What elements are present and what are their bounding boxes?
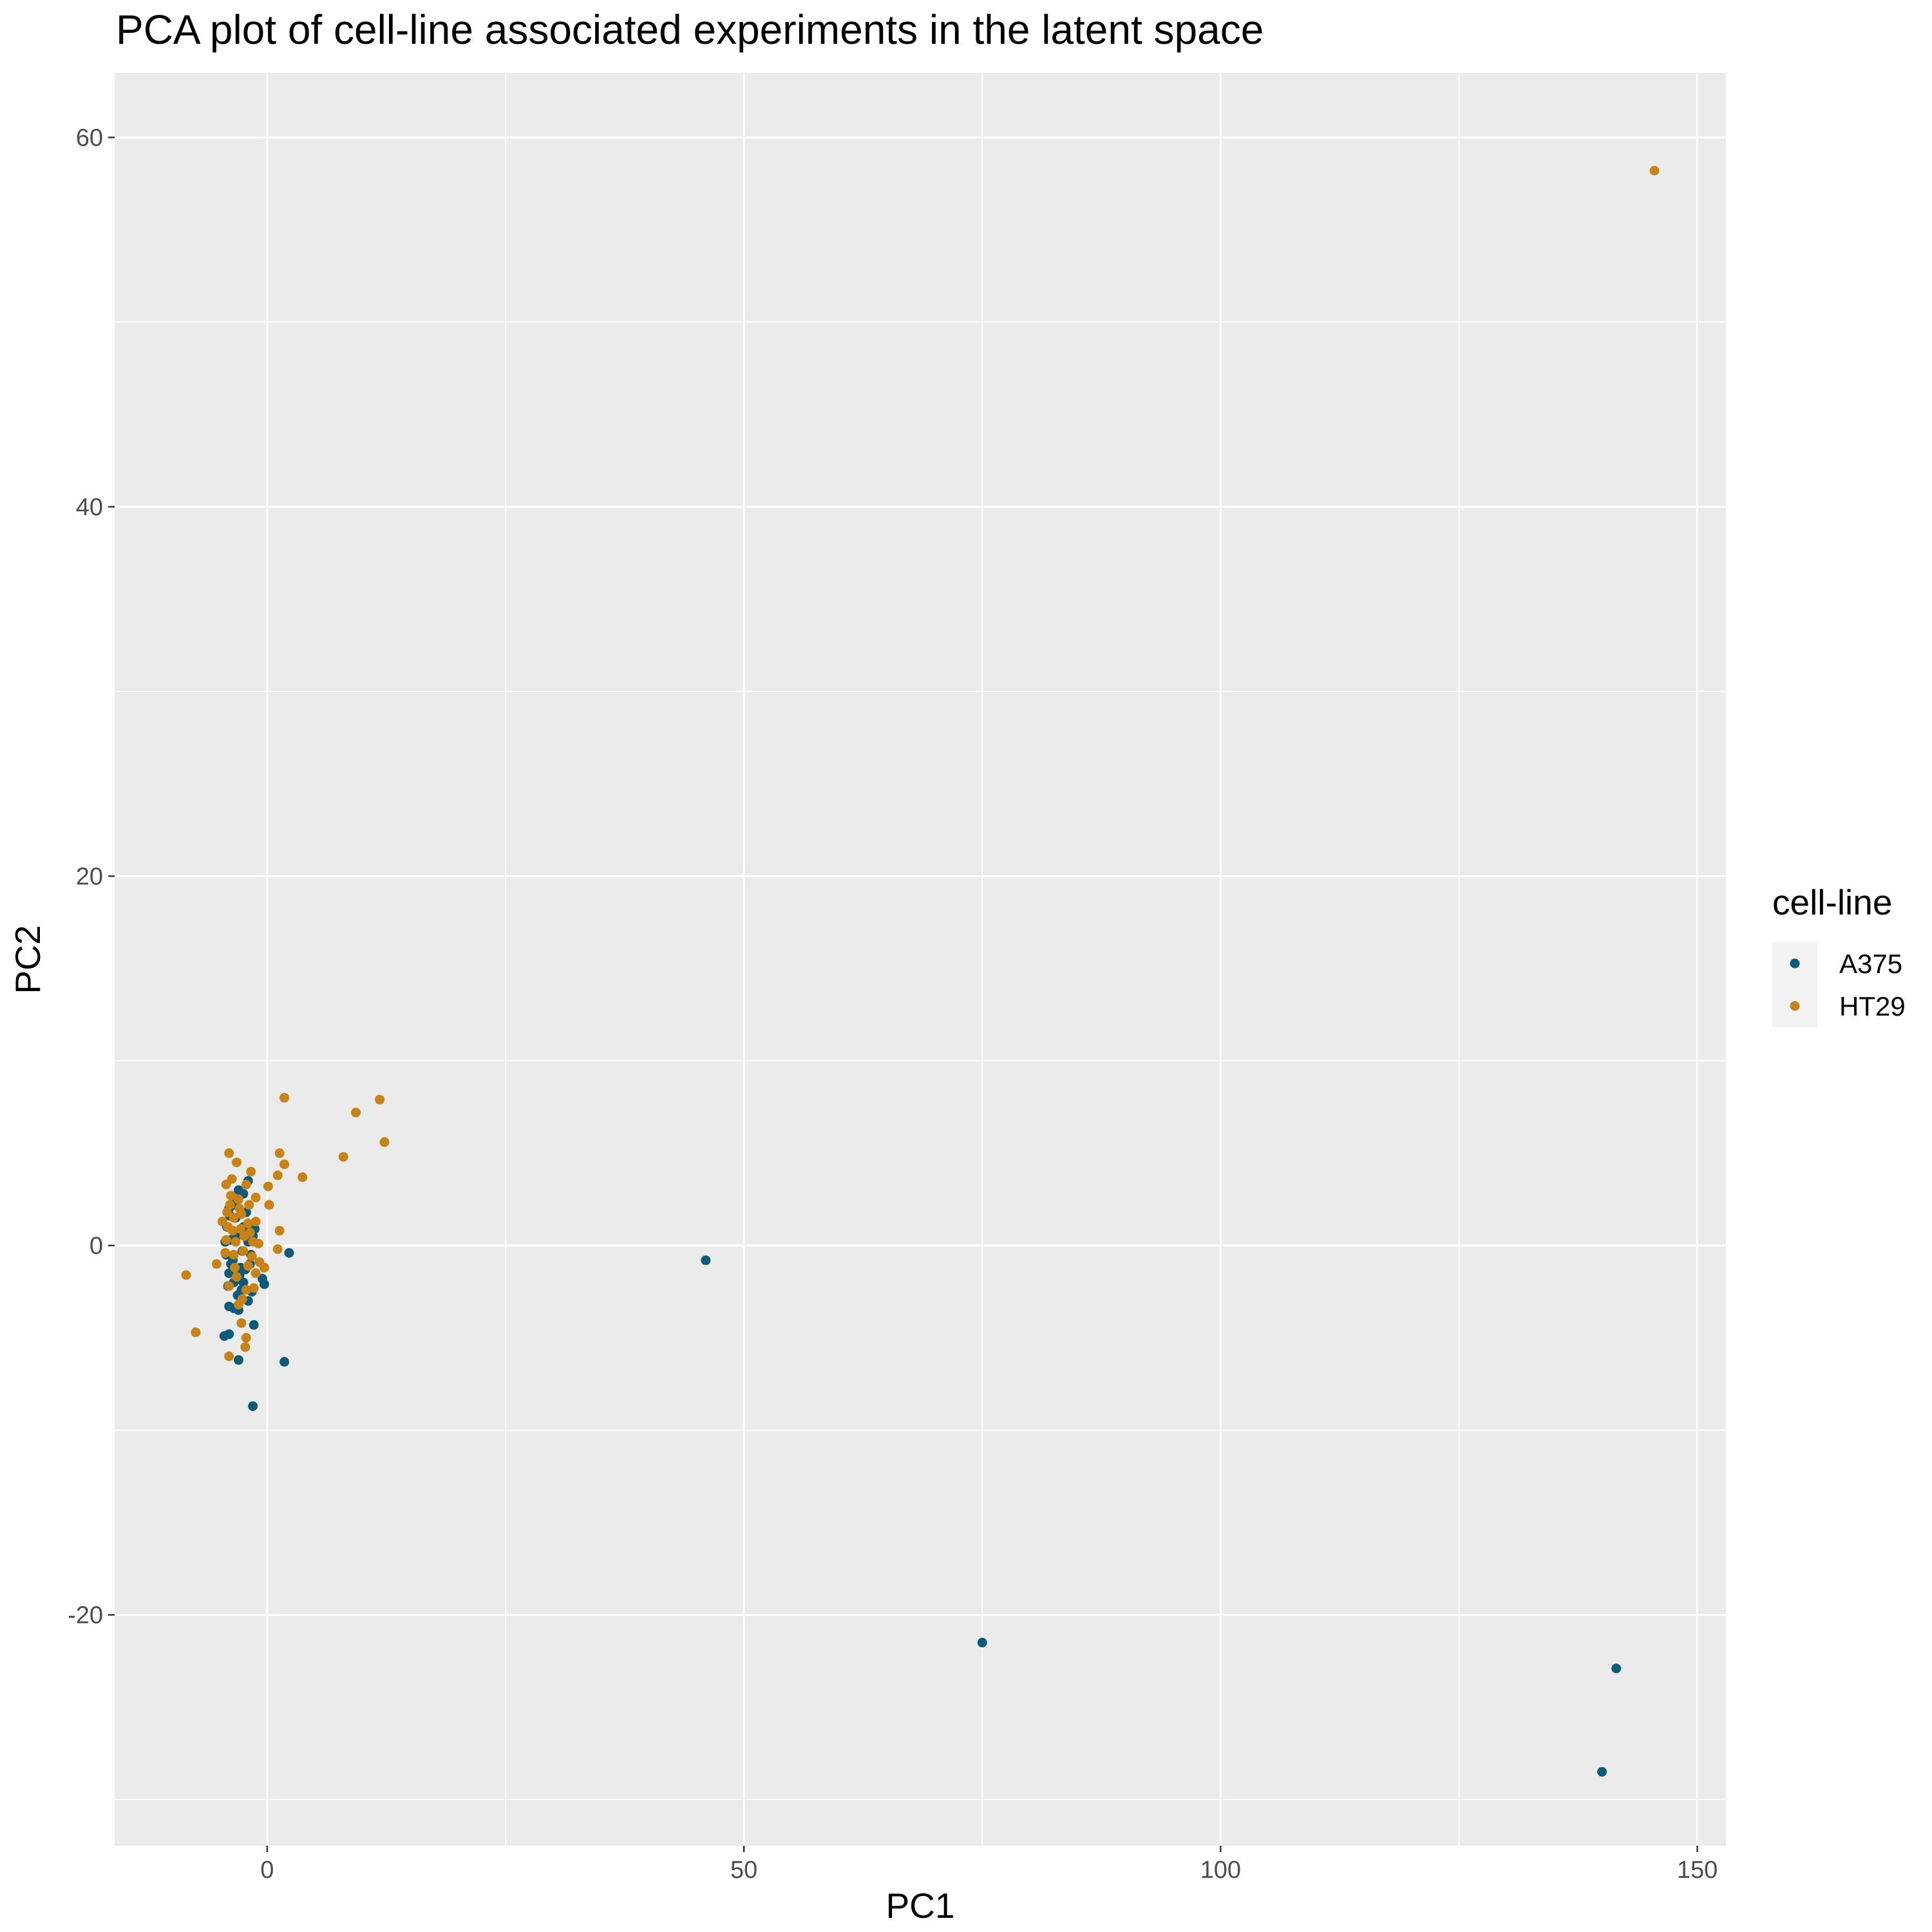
data-point [246, 1166, 256, 1177]
data-point [236, 1318, 247, 1328]
y-tick-label: 40 [76, 494, 103, 521]
data-point [241, 1179, 251, 1189]
data-point [181, 1270, 191, 1280]
data-point [235, 1224, 245, 1234]
y-tick-label: 20 [76, 863, 103, 890]
data-point [298, 1172, 308, 1182]
plot-panel [115, 73, 1726, 1846]
data-point [251, 1268, 261, 1278]
data-point [224, 1329, 234, 1340]
data-point [254, 1238, 264, 1249]
data-point [224, 1351, 234, 1361]
data-point [243, 1261, 253, 1271]
data-point [264, 1200, 274, 1210]
data-point [220, 1247, 231, 1258]
data-point [229, 1213, 239, 1223]
y-tick-label: 60 [76, 124, 103, 151]
data-point [237, 1294, 247, 1304]
data-point [274, 1148, 285, 1159]
data-point [232, 1272, 242, 1282]
data-point [240, 1342, 251, 1352]
grid-major [115, 73, 1726, 1846]
x-tick-label: 0 [260, 1857, 274, 1884]
data-point [245, 1227, 255, 1238]
data-point [251, 1217, 261, 1227]
data-point [234, 1204, 245, 1214]
data-point [254, 1257, 265, 1267]
data-point [233, 1355, 243, 1365]
data-point [222, 1207, 232, 1217]
chart-title: PCA plot of cell-line associated experim… [116, 6, 1264, 53]
data-point [977, 1638, 987, 1648]
data-point [243, 1218, 253, 1229]
legend-marker [1790, 1001, 1800, 1011]
data-point [263, 1181, 273, 1191]
data-point [272, 1170, 283, 1180]
y-axis: -20 0 20 40 60 [68, 124, 115, 1629]
data-point [338, 1151, 348, 1162]
data-point [284, 1247, 294, 1258]
data-point [251, 1192, 261, 1202]
grid-minor [115, 73, 1726, 1846]
data-point [279, 1093, 290, 1103]
data-point [272, 1244, 283, 1255]
data-point [225, 1200, 235, 1210]
data-points [181, 166, 1660, 1777]
y-axis-title: PC2 [8, 925, 48, 994]
y-tick-label: 0 [90, 1233, 103, 1260]
data-point [351, 1108, 361, 1118]
data-point [229, 1249, 239, 1260]
legend-marker [1790, 958, 1800, 969]
data-point [279, 1357, 290, 1367]
data-point [257, 1274, 267, 1284]
x-axis-title: PC1 [886, 1886, 955, 1926]
data-point [1611, 1663, 1622, 1674]
legend-label: HT29 [1839, 991, 1906, 1021]
legend-label: A375 [1839, 949, 1902, 979]
data-point [375, 1094, 385, 1104]
data-point [233, 1194, 243, 1204]
data-point [224, 1148, 234, 1159]
data-point [249, 1320, 259, 1330]
data-point [248, 1401, 258, 1411]
data-point [238, 1277, 249, 1287]
data-point [238, 1246, 249, 1256]
data-point [232, 1157, 242, 1168]
data-point [221, 1235, 231, 1245]
data-point [1649, 166, 1660, 176]
data-point [279, 1159, 290, 1170]
legend-title: cell-line [1772, 882, 1892, 922]
series-ht29 [181, 166, 1660, 1361]
legend: cell-line A375 HT29 [1772, 882, 1906, 1027]
data-point [228, 1226, 238, 1236]
data-point [379, 1137, 390, 1147]
legend-items: A375 HT29 [1772, 942, 1906, 1027]
data-point [226, 1191, 236, 1201]
data-point [241, 1332, 251, 1343]
data-point [249, 1283, 259, 1293]
data-point [274, 1226, 285, 1236]
data-point [1597, 1766, 1607, 1777]
data-point [227, 1174, 237, 1184]
x-axis: 0 50 100 150 [260, 1846, 1718, 1884]
x-tick-label: 150 [1677, 1857, 1718, 1884]
y-tick-label: -20 [68, 1602, 103, 1629]
data-point [211, 1259, 222, 1269]
data-point [231, 1236, 241, 1247]
data-point [224, 1281, 234, 1291]
data-point [701, 1255, 711, 1265]
x-tick-label: 100 [1200, 1857, 1241, 1884]
x-tick-label: 50 [730, 1857, 757, 1884]
data-point [191, 1327, 201, 1338]
data-point [241, 1285, 251, 1295]
data-point [230, 1262, 240, 1273]
data-point [244, 1200, 254, 1210]
data-point [247, 1251, 257, 1262]
